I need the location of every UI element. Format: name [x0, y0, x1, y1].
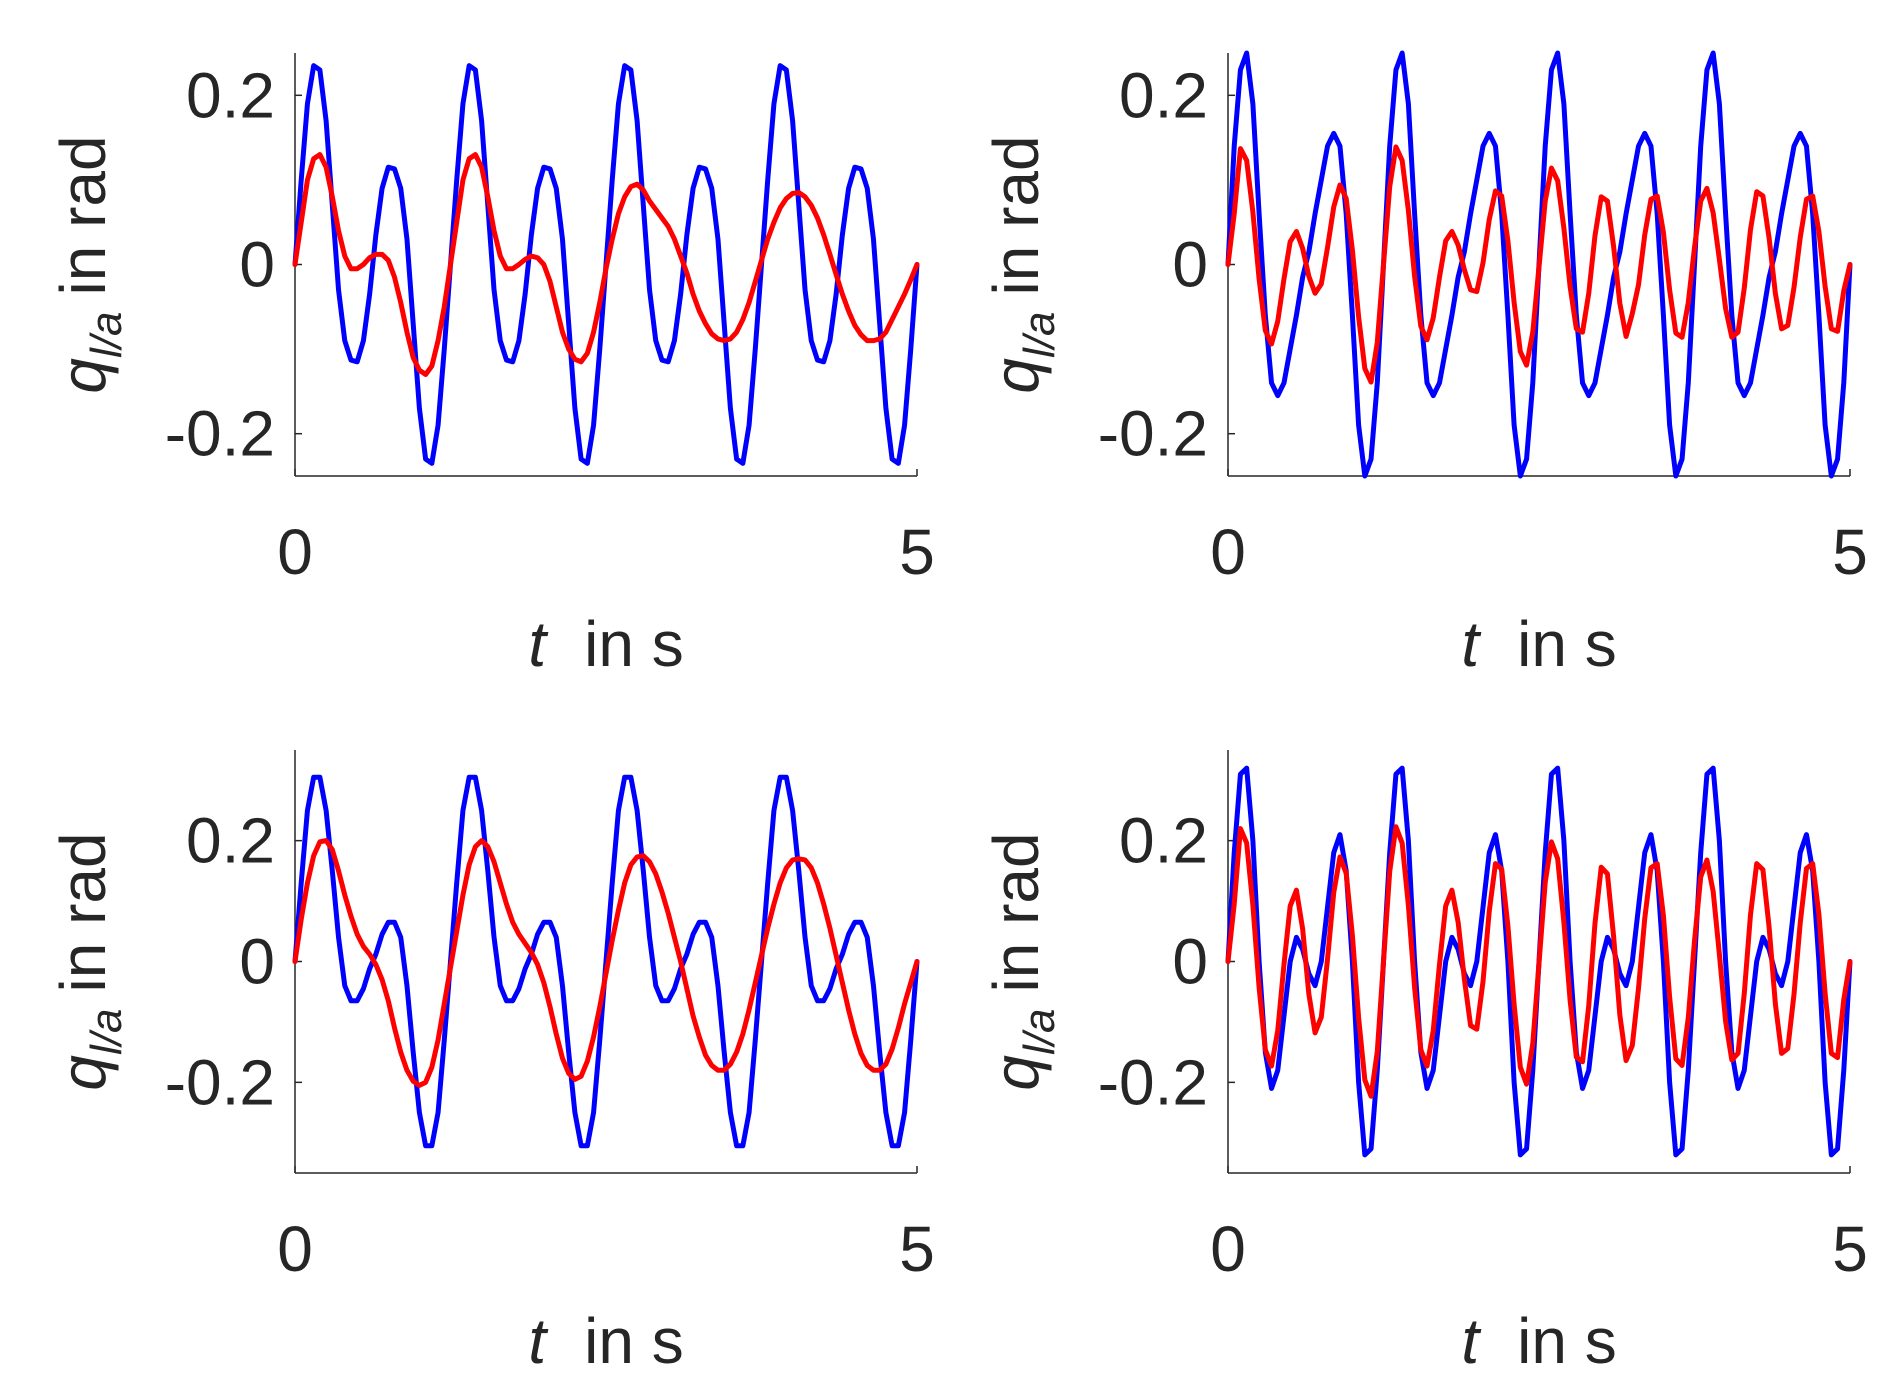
y-label-subscript: l/a — [82, 1009, 131, 1055]
subplot: -0.200.20 5t in sql/ain rad — [980, 50, 1868, 680]
data-line — [1225, 144, 1853, 385]
y-tick-label: 0 — [239, 926, 275, 998]
x-label-unit: in s — [584, 608, 684, 680]
y-tick-label: 0.2 — [1119, 59, 1208, 131]
y-tick-label: -0.2 — [1098, 398, 1208, 470]
y-label-symbol: q — [980, 1055, 1052, 1091]
x-label-symbol: t — [528, 1305, 548, 1377]
y-tick-label: 0 — [239, 229, 275, 301]
x-label-symbol: t — [528, 608, 548, 680]
y-label-symbol: q — [47, 1055, 119, 1091]
x-axis-label: t in s — [528, 608, 683, 680]
x-tick-label: 5 — [1832, 516, 1868, 588]
x-label-unit: in s — [1517, 608, 1617, 680]
x-axis-label: t in s — [1461, 1305, 1616, 1377]
x-tick-label: 0 — [1210, 1213, 1246, 1285]
data-line — [292, 838, 920, 1088]
x-tick-label: 0 — [277, 1213, 313, 1285]
y-tick-label: -0.2 — [165, 398, 275, 470]
y-tick-label: -0.2 — [165, 1046, 275, 1118]
x-label-unit: in s — [584, 1305, 684, 1377]
y-tick-label: -0.2 — [1098, 1046, 1208, 1118]
y-label-subscript: l/a — [1015, 1009, 1064, 1055]
x-label-unit: in s — [1517, 1305, 1617, 1377]
subplot: -0.200.20 5t in sql/ain rad — [47, 53, 935, 680]
x-label-symbol: t — [1461, 608, 1481, 680]
data-line — [292, 152, 920, 377]
y-label-subscript: l/a — [1015, 312, 1064, 358]
x-tick-label: 5 — [1832, 1213, 1868, 1285]
y-axis-label: ql/a in rad — [47, 135, 131, 393]
y-label-symbol: q — [47, 358, 119, 394]
x-axis-label: t in s — [1461, 608, 1616, 680]
x-axis-label: t in s — [528, 1305, 683, 1377]
y-axis-label: ql/a in rad — [980, 832, 1064, 1090]
y-label-unit: in rad — [47, 135, 119, 295]
y-tick-label: 0 — [1172, 926, 1208, 998]
x-tick-label: 5 — [899, 1213, 935, 1285]
y-label-unit: in rad — [980, 832, 1052, 992]
y-label-unit: in rad — [47, 832, 119, 992]
x-tick-label: 5 — [899, 516, 935, 588]
y-tick-label: 0 — [1172, 229, 1208, 301]
y-label-symbol: q — [980, 358, 1052, 394]
y-label-unit: in rad — [980, 135, 1052, 295]
y-tick-label: 0.2 — [186, 59, 275, 131]
x-tick-label: 0 — [277, 516, 313, 588]
y-label-subscript: l/a — [82, 312, 131, 358]
data-line — [1225, 824, 1853, 1099]
y-tick-label: 0.2 — [1119, 805, 1208, 877]
subplot: -0.2 0 0.2 0 5 t in s ql/a in rad — [47, 750, 935, 1377]
x-label-symbol: t — [1461, 1305, 1481, 1377]
y-tick-label: 0.2 — [186, 805, 275, 877]
subplot: -0.2 0 0.2 0 5 t in s ql/a in rad — [980, 750, 1868, 1377]
x-tick-label: 0 — [1210, 516, 1246, 588]
y-axis-label: ql/a in rad — [47, 832, 131, 1090]
y-axis-label: ql/a in rad — [980, 135, 1064, 393]
